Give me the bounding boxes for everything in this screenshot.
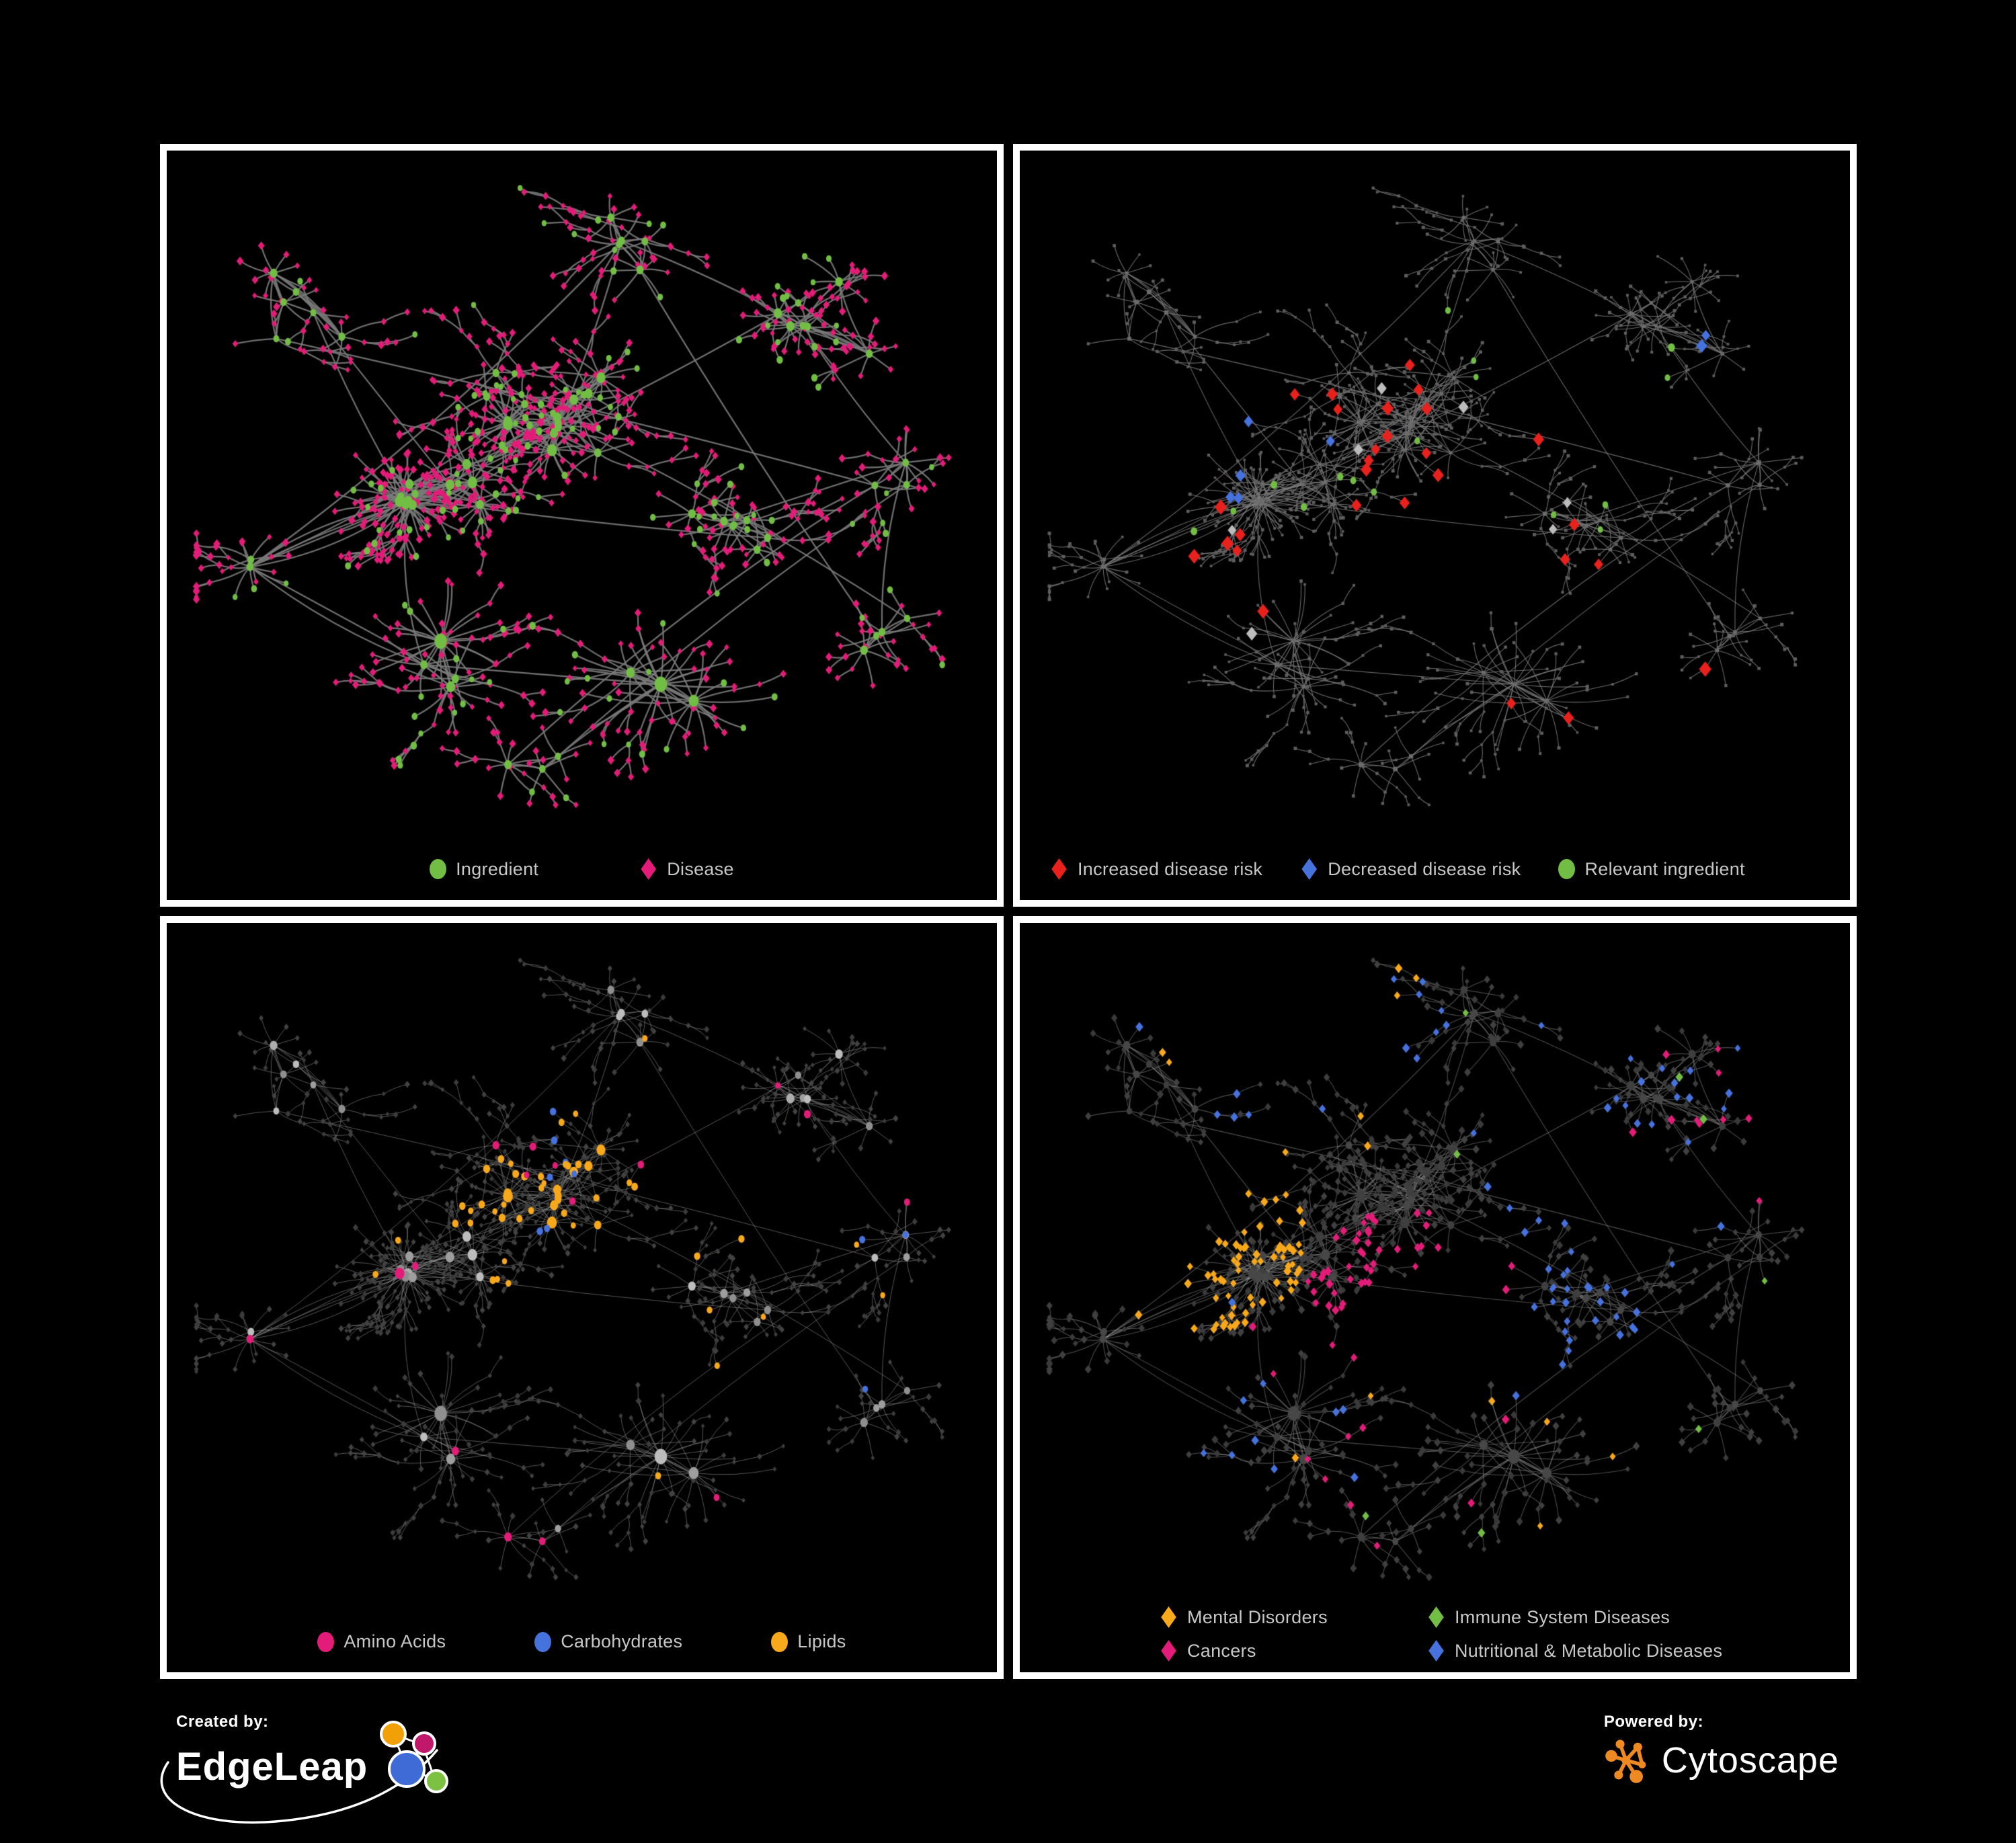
edgeleap-wordmark: EdgeLeap [176,1745,368,1789]
legend-label: Disease [667,858,734,879]
legend-diamond-marker [1051,858,1067,880]
panel-nutrient-class-network: Amino Acids Carbohydrates Lipids [160,916,1004,1679]
legend-item: Amino Acids [317,1631,446,1652]
legend-label: Cancers [1187,1640,1256,1661]
footer: Created by: EdgeLeap Powered by: [160,1713,1857,1824]
legend-diamond-marker [1161,1606,1176,1628]
network-canvas-2 [1020,151,1850,829]
legend-item: Increased disease risk [1050,858,1262,880]
created-by-label: Created by: [176,1713,269,1731]
legend-item: Ingredient [430,859,538,880]
powered-by-label: Powered by: [1603,1713,1704,1731]
legend-label: Lipids [797,1631,846,1651]
legend-item: Cancers [1160,1640,1427,1662]
legend-item: Mental Disorders [1160,1606,1427,1628]
legend-circle-marker [317,1631,335,1652]
legend-circle-marker [771,1631,789,1652]
edgeleap-logo-icon [380,1721,449,1793]
legend-item: Decreased disease risk [1300,858,1521,880]
legend-diamond-marker [1301,858,1318,880]
legend-circle-marker [534,1631,552,1652]
created-by-block: Created by: EdgeLeap [160,1713,452,1824]
legend-label: Ingredient [456,858,539,879]
cytoscape-wordmark: Cytoscape [1661,1740,1839,1780]
legend-label: Mental Disorders [1187,1606,1328,1627]
legend-disease-classes: Mental Disorders Immune System Diseases Ca… [1020,1606,1850,1662]
network-canvas-1 [167,151,997,829]
legend-label: Carbohydrates [561,1631,683,1651]
network-canvas-3 [167,923,997,1602]
legend-label: Immune System Diseases [1455,1606,1670,1627]
legend-item: Relevant ingredient [1558,858,1745,880]
panel-disease-risk-network: Increased disease risk Decreased disease … [1013,144,1857,907]
legend-label: Nutritional & Metabolic Diseases [1455,1640,1723,1661]
legend-label: Amino Acids [344,1631,446,1651]
legend-nutrient-classes: Amino Acids Carbohydrates Lipids [167,1631,997,1652]
legend-diamond-marker [641,858,657,880]
legend-diamond-marker [1161,1640,1176,1662]
legend-diamond-marker [1428,1606,1444,1628]
panel-disease-class-network: Mental Disorders Immune System Diseases Ca… [1013,916,1857,1679]
legend-circle-marker [1558,859,1576,879]
powered-by-block: Powered by: [1604,1713,1839,1784]
legend-item: Lipids [771,1631,846,1652]
legend-item: Immune System Diseases [1427,1606,1722,1628]
legend-disease-risk: Increased disease risk Decreased disease … [1020,858,1850,880]
legend-circle-marker [430,859,447,879]
legend-label: Relevant ingredient [1584,858,1745,879]
network-canvas-4 [1020,923,1850,1602]
legend-ingredient-disease: Ingredient Disease [167,858,997,880]
legend-item: Disease [639,858,734,880]
legend-item: Carbohydrates [534,1631,682,1652]
panel-ingredient-disease-network: Ingredient Disease [160,144,1004,907]
legend-label: Decreased disease risk [1328,858,1521,879]
panel-grid: Ingredient Disease Increased disease risk… [160,144,1857,1679]
legend-label: Increased disease risk [1078,858,1263,879]
legend-item: Nutritional & Metabolic Diseases [1427,1640,1722,1662]
cytoscape-logo-icon [1605,1739,1646,1783]
legend-diamond-marker [1428,1640,1444,1662]
